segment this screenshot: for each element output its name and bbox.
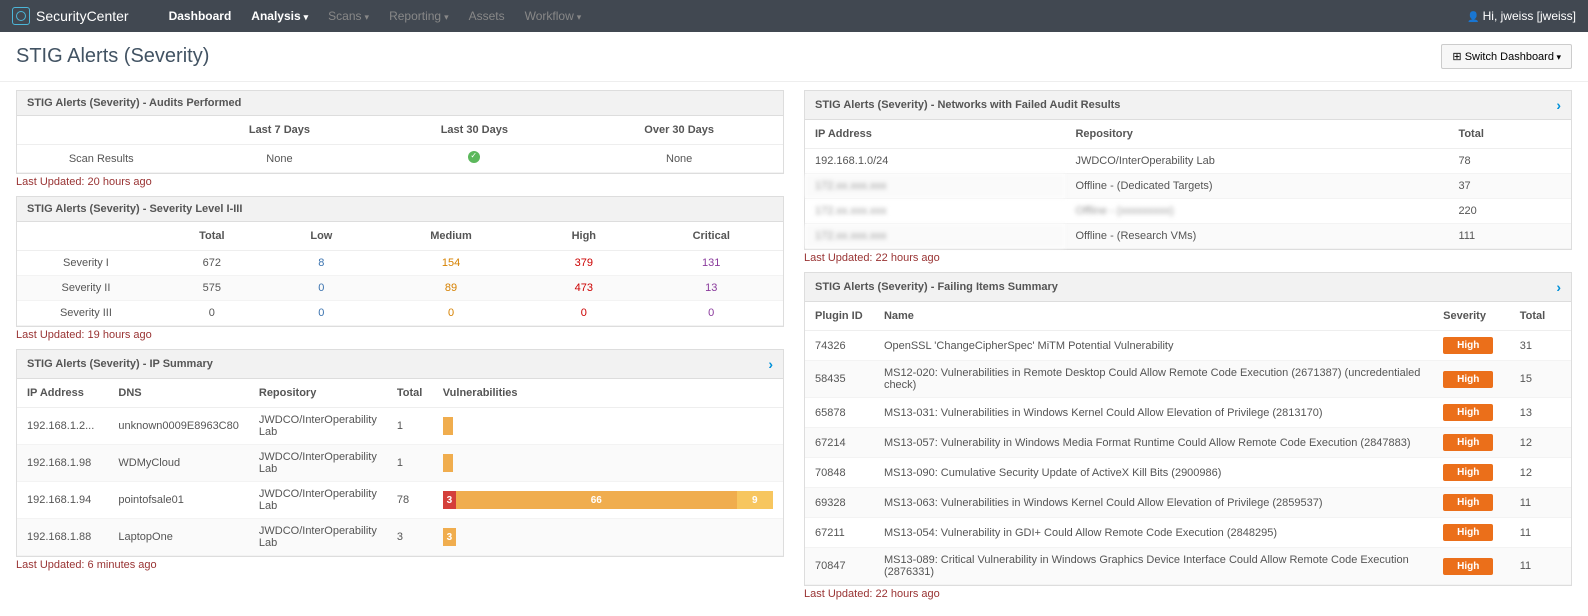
nav-item-analysis[interactable]: Analysis	[251, 9, 308, 23]
brand-icon	[12, 7, 30, 25]
panel-title-ipsummary: STIG Alerts (Severity) - IP Summary ›	[17, 350, 783, 379]
severity-badge: High	[1443, 558, 1493, 575]
brand-text: SecurityCenter	[36, 8, 129, 24]
right-column: STIG Alerts (Severity) - Networks with F…	[804, 90, 1572, 600]
severity-updated: Last Updated: 19 hours ago	[16, 327, 784, 341]
user-menu[interactable]: Hi, jweiss [jweiss]	[1467, 9, 1576, 23]
severity-badge: High	[1443, 524, 1493, 541]
table-row[interactable]: 58435MS12-020: Vulnerabilities in Remote…	[805, 361, 1571, 398]
ipsummary-table: IP AddressDNSRepositoryTotalVulnerabilit…	[17, 379, 783, 556]
nav-item-dashboard[interactable]: Dashboard	[169, 9, 232, 23]
nav-item-workflow[interactable]: Workflow	[525, 9, 582, 23]
switch-dashboard-button[interactable]: Switch Dashboard	[1441, 44, 1572, 69]
severity-cell[interactable]: 0	[374, 301, 528, 326]
severity-cell[interactable]: 672	[155, 251, 269, 276]
audits-updated: Last Updated: 20 hours ago	[16, 174, 784, 188]
panel-ipsummary: STIG Alerts (Severity) - IP Summary › IP…	[16, 349, 784, 571]
table-row[interactable]: 67211MS13-054: Vulnerability in GDI+ Cou…	[805, 518, 1571, 548]
severity-badge: High	[1443, 337, 1493, 354]
severity-cell[interactable]: 8	[269, 251, 374, 276]
severity-cell[interactable]: 575	[155, 276, 269, 301]
table-row[interactable]: 192.168.1.0/24JWDCO/InterOperability Lab…	[805, 149, 1571, 174]
severity-cell[interactable]: 0	[155, 301, 269, 326]
page-title: STIG Alerts (Severity)	[16, 45, 209, 68]
panel-failing: STIG Alerts (Severity) - Failing Items S…	[804, 272, 1572, 600]
failing-table: Plugin IDNameSeverityTotal74326OpenSSL '…	[805, 302, 1571, 585]
table-row[interactable]: 192.168.1.88LaptopOneJWDCO/InterOperabil…	[17, 519, 783, 556]
severity-badge: High	[1443, 434, 1493, 451]
nav-item-reporting[interactable]: Reporting	[389, 9, 449, 23]
networks-updated: Last Updated: 22 hours ago	[804, 250, 1572, 264]
brand-logo[interactable]: SecurityCenter	[12, 7, 129, 25]
severity-badge: High	[1443, 371, 1493, 388]
navbar: SecurityCenter Dashboard Analysis Scans Rep…	[0, 0, 1588, 32]
panel-severity: STIG Alerts (Severity) - Severity Level …	[16, 196, 784, 341]
severity-table: TotalLowMediumHighCriticalSeverity I6728…	[17, 222, 783, 326]
table-row[interactable]: 192.168.1.98WDMyCloudJWDCO/InterOperabil…	[17, 445, 783, 482]
check-icon	[468, 151, 480, 163]
nav-item-scans[interactable]: Scans	[328, 9, 369, 23]
severity-cell[interactable]: 89	[374, 276, 528, 301]
table-row[interactable]: 70848MS13-090: Cumulative Security Updat…	[805, 458, 1571, 488]
left-column: STIG Alerts (Severity) - Audits Performe…	[16, 90, 784, 571]
panel-title-audits: STIG Alerts (Severity) - Audits Performe…	[17, 91, 783, 116]
audits-table: Last 7 Days Last 30 Days Over 30 Days Sc…	[17, 116, 783, 173]
panel-title-failing: STIG Alerts (Severity) - Failing Items S…	[805, 273, 1571, 302]
severity-badge: High	[1443, 464, 1493, 481]
severity-cell[interactable]: 0	[269, 276, 374, 301]
severity-cell[interactable]: 473	[528, 276, 639, 301]
vuln-bar: 3	[443, 528, 773, 546]
failing-updated: Last Updated: 22 hours ago	[804, 586, 1572, 600]
table-row[interactable]: 67214MS13-057: Vulnerability in Windows …	[805, 428, 1571, 458]
severity-cell[interactable]: 131	[639, 251, 783, 276]
severity-cell[interactable]: 0	[639, 301, 783, 326]
panel-audits: STIG Alerts (Severity) - Audits Performe…	[16, 90, 784, 188]
nav-items: Dashboard Analysis Scans Reporting Assets Wor…	[169, 9, 582, 23]
table-row[interactable]: 172.xx.xxx.xxxOffline - (Dedicated Targe…	[805, 174, 1571, 199]
vuln-bar	[443, 417, 773, 435]
severity-cell[interactable]: 0	[269, 301, 374, 326]
table-row[interactable]: 192.168.1.2...unknown0009E8963C80JWDCO/I…	[17, 408, 783, 445]
table-row[interactable]: 69328MS13-063: Vulnerabilities in Window…	[805, 488, 1571, 518]
content: STIG Alerts (Severity) - Audits Performe…	[0, 82, 1588, 616]
table-row[interactable]: 70847MS13-089: Critical Vulnerability in…	[805, 548, 1571, 585]
table-row[interactable]: 172.xx.xxx.xxxOffline - (Research VMs)11…	[805, 224, 1571, 249]
severity-cell[interactable]: 13	[639, 276, 783, 301]
panel-title-severity: STIG Alerts (Severity) - Severity Level …	[17, 197, 783, 222]
chevron-right-icon[interactable]: ›	[1556, 97, 1561, 113]
table-row[interactable]: 192.168.1.94pointofsale01JWDCO/InterOper…	[17, 482, 783, 519]
table-row[interactable]: 172.xx.xxx.xxxOffline - (xxxxxxxxx)220	[805, 199, 1571, 224]
vuln-bar	[443, 454, 773, 472]
chevron-right-icon[interactable]: ›	[1556, 279, 1561, 295]
table-row[interactable]: 74326OpenSSL 'ChangeCipherSpec' MiTM Pot…	[805, 331, 1571, 361]
ipsummary-updated: Last Updated: 6 minutes ago	[16, 557, 784, 571]
severity-cell[interactable]: 0	[528, 301, 639, 326]
page-header: STIG Alerts (Severity) Switch Dashboard	[0, 32, 1588, 82]
severity-badge: High	[1443, 404, 1493, 421]
panel-title-networks: STIG Alerts (Severity) - Networks with F…	[805, 91, 1571, 120]
networks-table: IP AddressRepositoryTotal192.168.1.0/24J…	[805, 120, 1571, 249]
severity-badge: High	[1443, 494, 1493, 511]
vuln-bar: 3669	[443, 491, 773, 509]
table-row[interactable]: 65878MS13-031: Vulnerabilities in Window…	[805, 398, 1571, 428]
severity-cell[interactable]: 154	[374, 251, 528, 276]
chevron-right-icon[interactable]: ›	[768, 356, 773, 372]
nav-item-assets[interactable]: Assets	[469, 9, 505, 23]
panel-networks: STIG Alerts (Severity) - Networks with F…	[804, 90, 1572, 264]
severity-cell[interactable]: 379	[528, 251, 639, 276]
